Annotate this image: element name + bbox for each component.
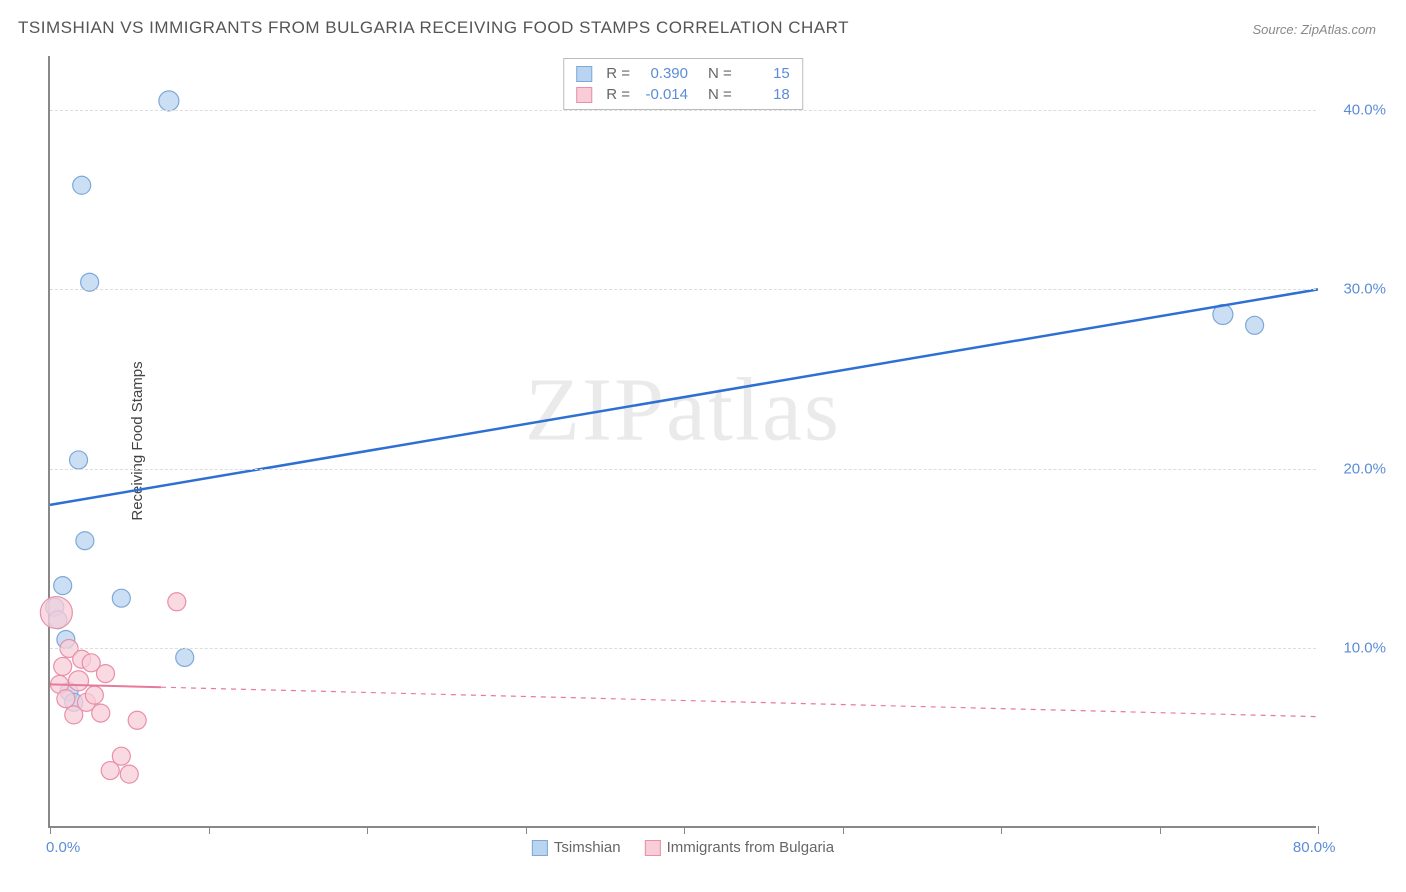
- data-point: [69, 671, 89, 691]
- data-point: [120, 765, 138, 783]
- x-tick: [1160, 826, 1161, 834]
- y-tick-label: 30.0%: [1326, 281, 1386, 298]
- data-point: [112, 747, 130, 765]
- x-tick-label: 80.0%: [1293, 839, 1336, 856]
- source-attribution: Source: ZipAtlas.com: [1252, 22, 1376, 37]
- data-point: [159, 91, 179, 111]
- legend-stat-row: R = 0.390 N = 15: [576, 63, 790, 84]
- gridline: [50, 289, 1316, 290]
- correlation-legend: R = 0.390 N = 15 R = -0.014 N = 18: [563, 58, 803, 110]
- data-point: [128, 711, 146, 729]
- data-point: [57, 690, 75, 708]
- plot-area: Receiving Food Stamps ZIPatlas R =0.390N…: [48, 56, 1316, 828]
- data-point: [76, 532, 94, 550]
- n-label: N =: [708, 86, 732, 103]
- y-tick-label: 40.0%: [1326, 101, 1386, 118]
- n-value: 18: [740, 86, 790, 103]
- x-tick: [684, 826, 685, 834]
- y-tick-label: 10.0%: [1326, 640, 1386, 657]
- n-value: 15: [740, 65, 790, 82]
- legend-label: Tsimshian: [554, 839, 621, 856]
- data-point: [85, 686, 103, 704]
- gridline: [50, 648, 1316, 649]
- data-point: [96, 665, 114, 683]
- trend-line: [50, 289, 1318, 504]
- x-tick: [1001, 826, 1002, 834]
- r-value: 0.390: [638, 65, 688, 82]
- legend-label: Immigrants from Bulgaria: [667, 839, 835, 856]
- legend-item: Immigrants from Bulgaria: [645, 839, 835, 856]
- data-point: [168, 593, 186, 611]
- data-point: [70, 451, 88, 469]
- data-point: [54, 657, 72, 675]
- data-point: [1246, 316, 1264, 334]
- x-tick: [843, 826, 844, 834]
- data-point: [73, 176, 91, 194]
- r-label: R =: [606, 86, 630, 103]
- series-legend: Tsimshian Immigrants from Bulgaria: [532, 839, 834, 856]
- y-tick-label: 20.0%: [1326, 460, 1386, 477]
- legend-item: Tsimshian: [532, 839, 621, 856]
- legend-swatch: [532, 840, 548, 856]
- chart-svg: [50, 56, 1316, 826]
- n-label: N =: [708, 65, 732, 82]
- data-point: [176, 648, 194, 666]
- trend-line-dashed: [161, 687, 1318, 716]
- x-tick: [209, 826, 210, 834]
- data-point: [112, 589, 130, 607]
- x-tick-label: 0.0%: [46, 839, 80, 856]
- legend-stat-row: R = -0.014 N = 18: [576, 84, 790, 105]
- gridline: [50, 110, 1316, 111]
- x-tick: [526, 826, 527, 834]
- chart-title: TSIMSHIAN VS IMMIGRANTS FROM BULGARIA RE…: [18, 18, 849, 38]
- x-tick: [367, 826, 368, 834]
- data-point: [92, 704, 110, 722]
- r-label: R =: [606, 65, 630, 82]
- r-value: -0.014: [638, 86, 688, 103]
- legend-swatch: [645, 840, 661, 856]
- gridline: [50, 469, 1316, 470]
- data-point: [54, 577, 72, 595]
- x-tick: [50, 826, 51, 834]
- legend-swatch: [576, 66, 592, 82]
- data-point: [40, 597, 72, 629]
- x-tick: [1318, 826, 1319, 834]
- legend-swatch: [576, 87, 592, 103]
